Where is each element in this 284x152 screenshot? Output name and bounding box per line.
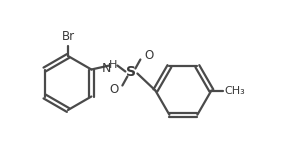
Text: Br: Br xyxy=(61,30,75,43)
Text: S: S xyxy=(126,66,136,79)
Text: H: H xyxy=(109,59,118,69)
Text: O: O xyxy=(109,83,118,96)
Text: CH₃: CH₃ xyxy=(224,85,245,95)
Text: O: O xyxy=(144,49,154,62)
Text: N: N xyxy=(102,62,111,75)
